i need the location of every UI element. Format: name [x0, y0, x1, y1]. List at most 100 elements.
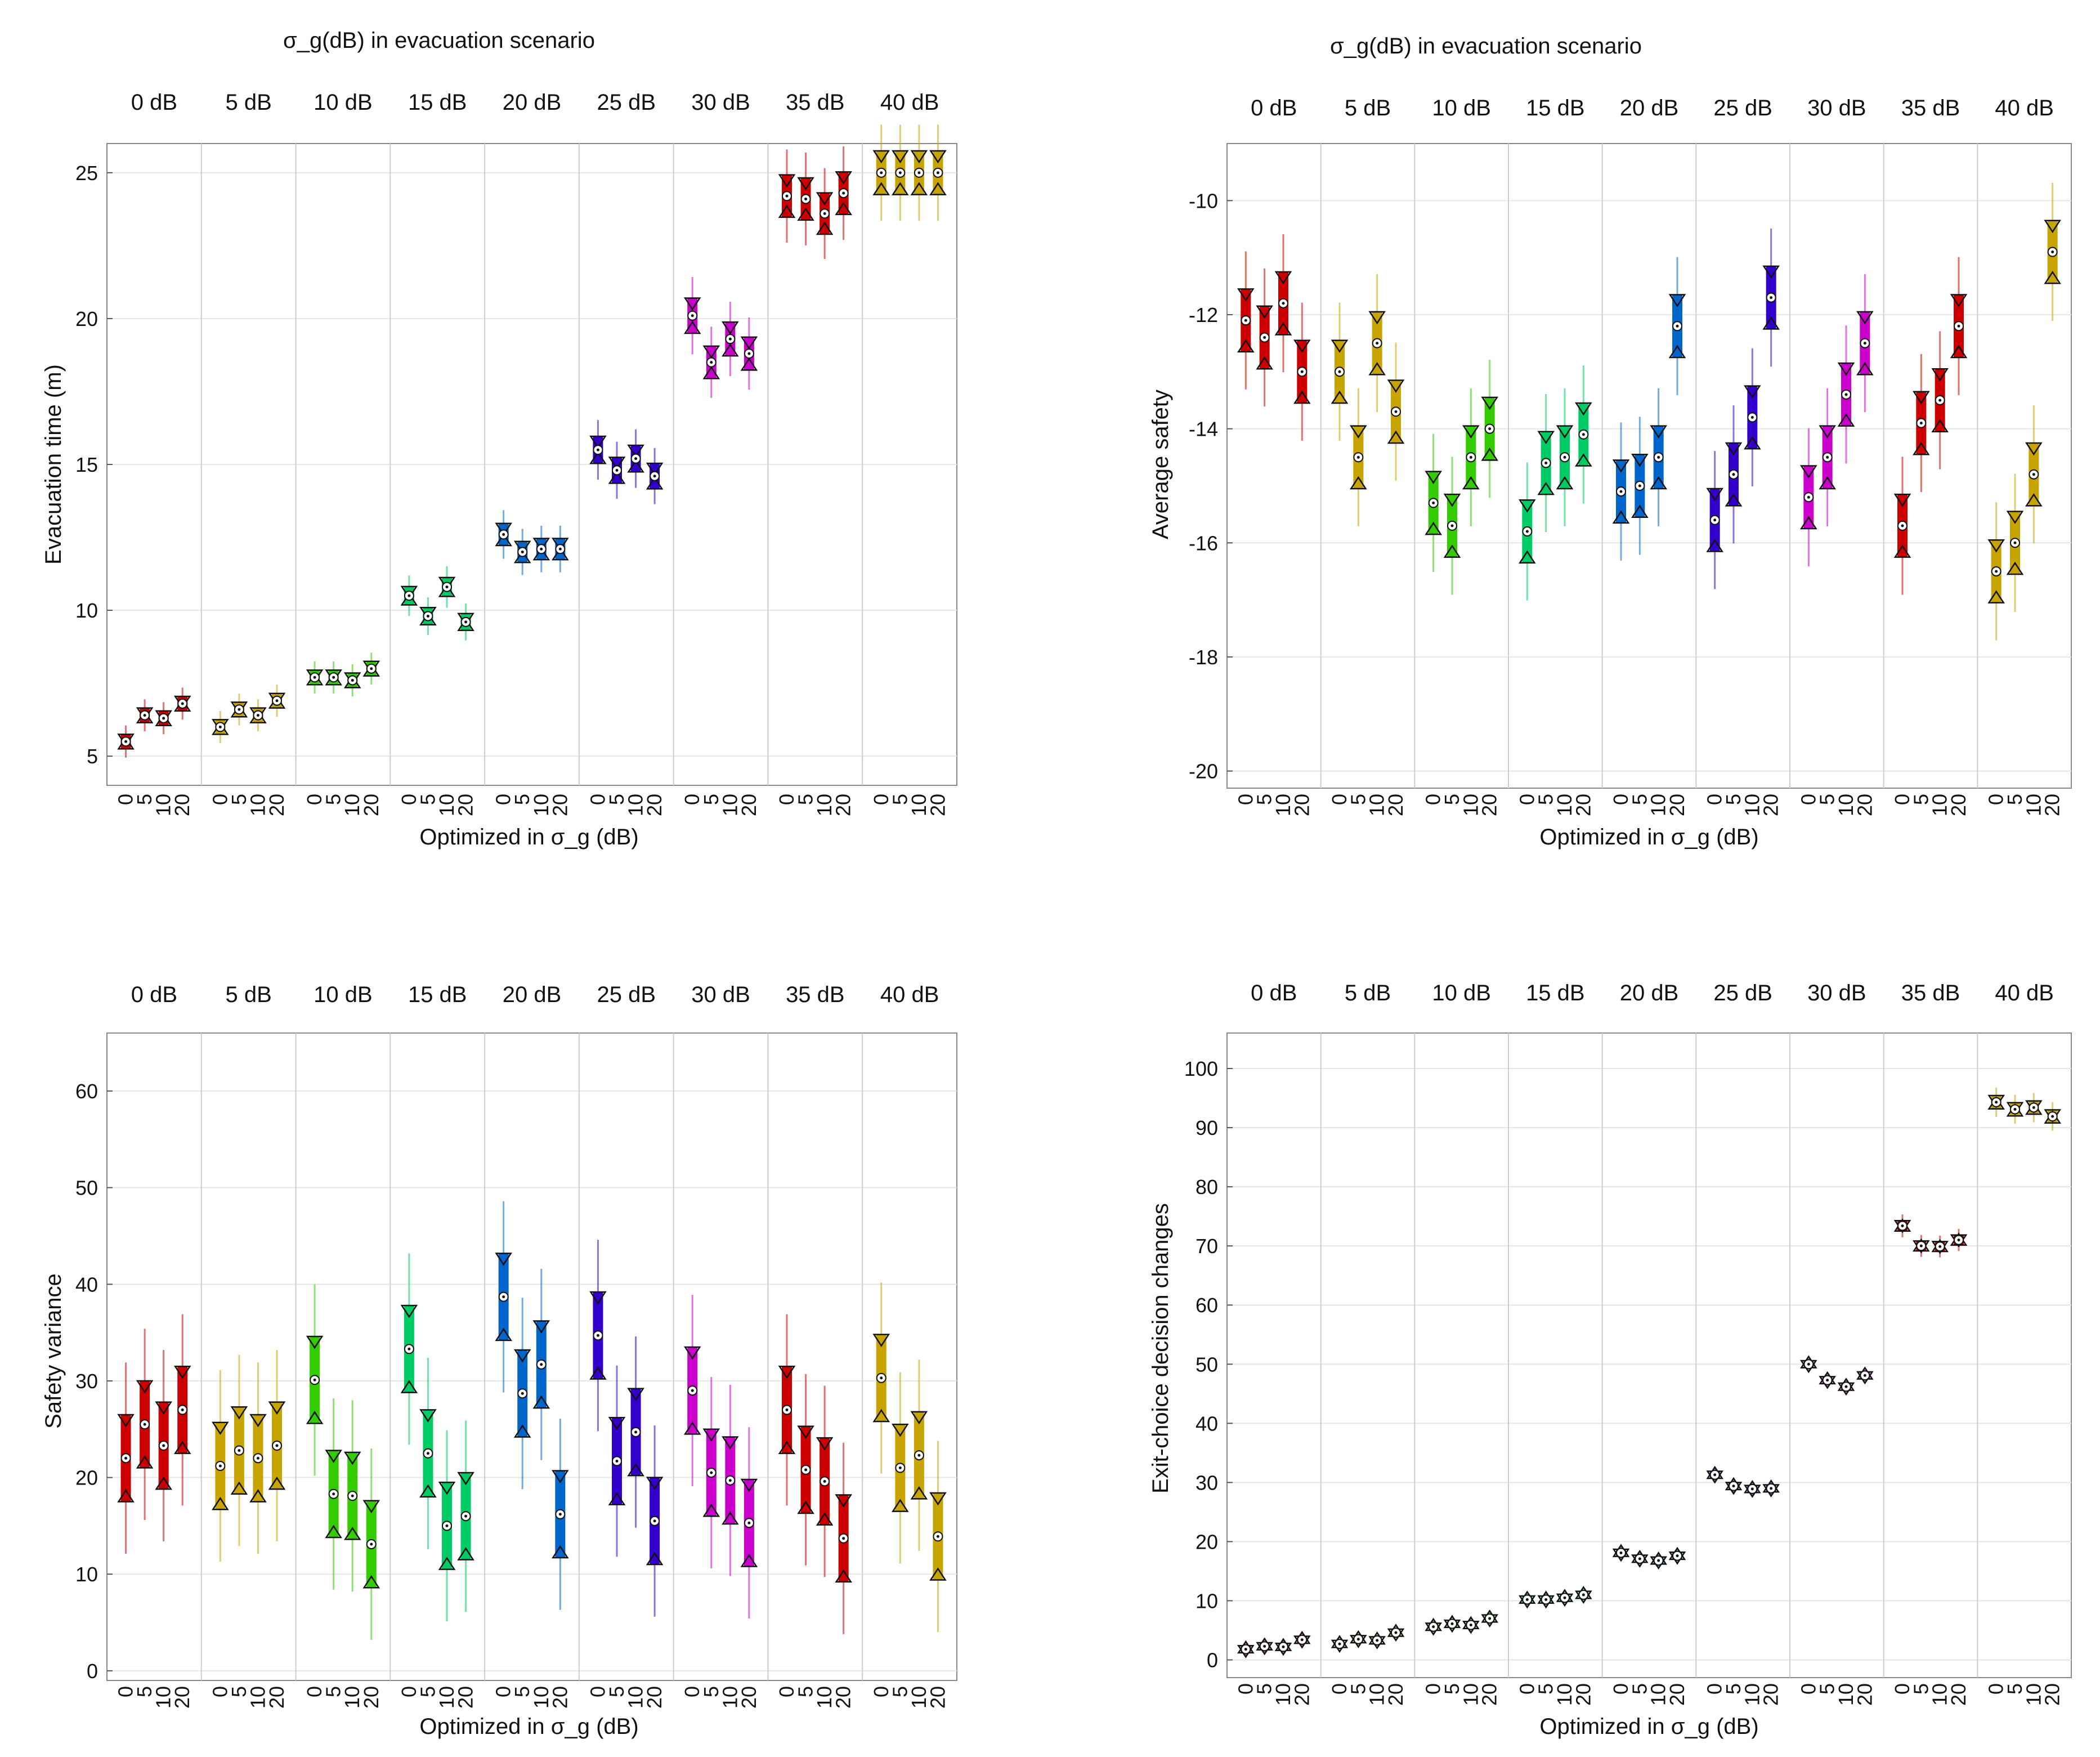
plot-frame: [1226, 1032, 2072, 1678]
notch-top: [722, 321, 739, 335]
x-tick-label: 10: [530, 1686, 553, 1709]
box-15dB-opt5: [419, 597, 437, 635]
x-tick-label: 0: [1515, 794, 1538, 805]
notch-top: [2006, 511, 2024, 524]
x-tick-label: 20: [643, 794, 666, 816]
box-15dB-opt10: [1556, 388, 1574, 526]
group-label: 5 dB: [226, 982, 272, 1007]
box-35dB-opt5: [797, 153, 814, 245]
notch-bottom: [1762, 316, 1780, 330]
y-tick-label: 5: [87, 745, 98, 768]
notch-bottom: [589, 450, 607, 464]
box-35dB-opt10: [816, 168, 834, 260]
median-dot: [1263, 1644, 1266, 1648]
median-dot: [521, 1392, 524, 1395]
notch-top: [1762, 265, 1780, 279]
box-30dB-opt5: [1819, 1371, 1836, 1389]
group-label: 35 dB: [786, 982, 845, 1007]
notch-bottom: [438, 1557, 456, 1570]
notch-bottom: [910, 182, 928, 195]
notch-bottom: [1350, 476, 1367, 490]
median-dot: [785, 1408, 789, 1411]
x-tick-label: 5: [133, 1686, 156, 1697]
notch-bottom: [513, 1424, 531, 1438]
x-tick-label: 10: [1459, 1683, 1482, 1706]
box-5dB-opt20: [1387, 1624, 1405, 1642]
median-dot: [256, 714, 259, 717]
x-tick-label: 20: [265, 1686, 288, 1709]
notch-top: [778, 174, 796, 187]
median-dot: [332, 1492, 335, 1496]
median-dot: [351, 1494, 354, 1497]
x-tick-label: 0: [492, 1686, 515, 1697]
box-40dB-opt0: [1987, 1087, 2005, 1117]
group-label: 10 dB: [1432, 96, 1491, 120]
median-dot: [747, 1521, 751, 1524]
x-tick-label: 0: [492, 794, 515, 805]
notch-top: [1631, 453, 1649, 467]
x-tick-label: 20: [1947, 794, 1970, 816]
x-tick-label: 0: [1328, 794, 1351, 805]
notch-bottom: [627, 1463, 644, 1477]
notch-top: [797, 177, 814, 191]
median-dot: [1282, 1645, 1285, 1648]
median-dot: [408, 1347, 411, 1351]
median-dot: [823, 1479, 826, 1483]
x-tick-label: 20: [360, 1686, 383, 1709]
y-axis-label: Evacuation time (m): [41, 364, 66, 565]
notch-top: [1331, 339, 1349, 353]
box-20dB-opt10: [532, 1268, 550, 1460]
notch-bottom: [1819, 476, 1836, 490]
x-tick-label: 0: [303, 794, 326, 805]
notch-bottom: [683, 320, 701, 334]
median-dot: [880, 171, 883, 175]
y-tick-label: 90: [1195, 1116, 1218, 1139]
x-tick-label: 10: [2022, 794, 2045, 816]
notch-top: [1368, 311, 1386, 325]
x-tick-label: 0: [1891, 794, 1914, 805]
box-10dB-opt10: [1462, 1616, 1480, 1634]
median-dot: [1619, 1551, 1623, 1554]
x-tick-label: 0: [775, 1686, 798, 1697]
x-tick-label: 5: [227, 794, 250, 805]
notch-top: [1481, 396, 1498, 410]
x-tick-label: 20: [548, 794, 571, 816]
box-5dB-opt5: [230, 693, 248, 726]
notch-bottom: [532, 547, 550, 561]
box-40dB-opt5: [2006, 473, 2024, 612]
box-10dB-opt20: [1481, 1609, 1498, 1628]
median-dot: [1450, 524, 1454, 527]
notch-top: [740, 336, 758, 350]
notch-top: [1556, 425, 1574, 439]
notch-top: [513, 1349, 531, 1363]
notch-top: [1274, 271, 1292, 285]
median-dot: [351, 678, 354, 682]
notch-bottom: [1293, 390, 1311, 404]
notch-bottom: [816, 1512, 834, 1526]
y-tick-label: 10: [75, 1563, 98, 1586]
box-30dB-opt10: [722, 302, 739, 377]
x-tick-label: 5: [1909, 794, 1932, 805]
notch-bottom: [268, 1476, 286, 1490]
notch-bottom: [552, 1545, 569, 1559]
notch-top: [419, 1409, 437, 1423]
notch-top: [552, 538, 569, 551]
x-tick-label: 5: [888, 794, 911, 805]
x-tick-label: 20: [643, 1686, 666, 1709]
notch-bottom: [797, 1500, 814, 1514]
notch-bottom: [608, 471, 626, 484]
median-dot: [540, 1363, 543, 1366]
notch-bottom: [419, 1484, 437, 1498]
notch-top: [343, 1451, 361, 1465]
box-35dB-opt0: [778, 1314, 796, 1506]
median-dot: [1713, 1473, 1717, 1477]
notch-top: [589, 435, 607, 449]
x-tick-label: 10: [435, 794, 458, 816]
median-dot: [785, 194, 789, 198]
median-dot: [238, 1448, 241, 1452]
notch-bottom: [589, 1366, 607, 1380]
y-tick-label: 20: [75, 1467, 98, 1490]
box-15dB-opt10: [1556, 1589, 1574, 1607]
x-tick-label: 5: [1253, 1683, 1276, 1695]
